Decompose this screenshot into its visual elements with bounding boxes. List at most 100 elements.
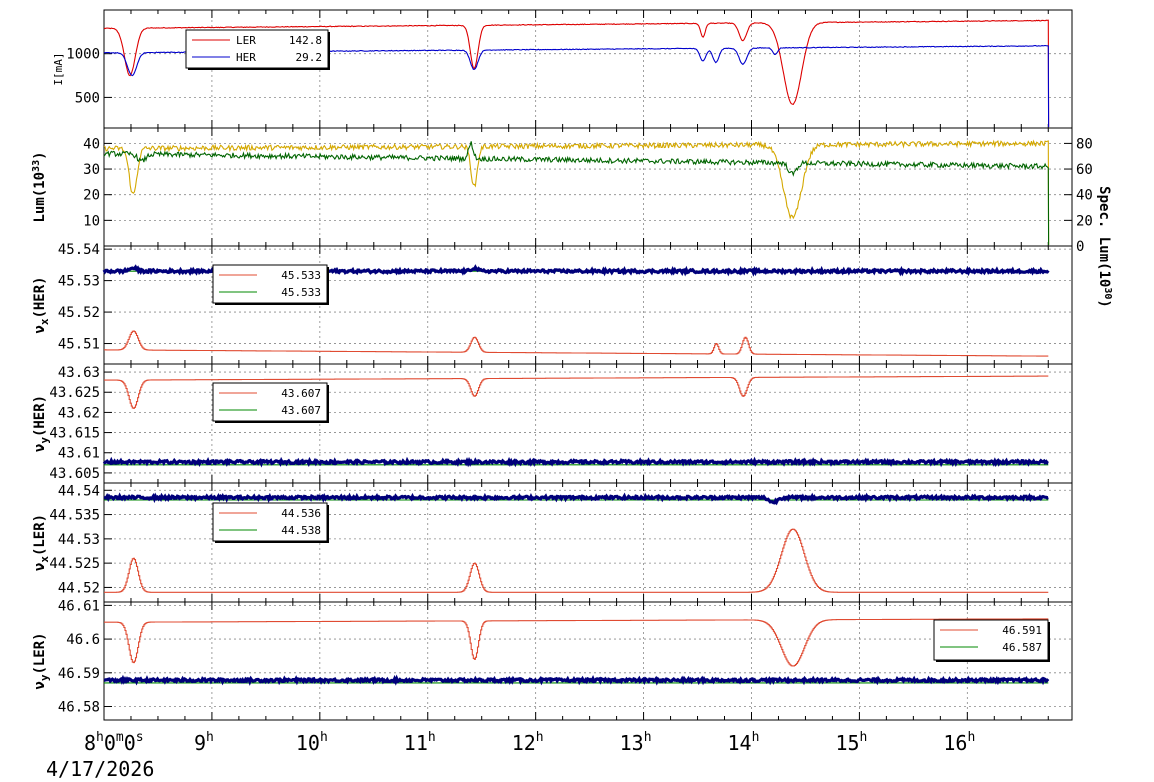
y-tick-label: 1000 <box>66 47 100 63</box>
y-tick-label: 45.54 <box>58 242 100 258</box>
x-tick-label: 13h <box>620 730 652 755</box>
x-tick-h: h <box>860 730 868 745</box>
right-tick-label: 0 <box>1076 239 1084 255</box>
x-tick-h: h <box>320 730 328 745</box>
y-axis-label-main: I[mA] <box>52 52 65 85</box>
y-tick-label: 43.61 <box>58 446 100 462</box>
start-hour: 8 <box>84 731 96 755</box>
legend-value: 142.8 <box>289 34 322 47</box>
series-line <box>103 19 1050 128</box>
legend-box <box>212 502 328 542</box>
x-tick-label: 11h <box>404 730 436 755</box>
start-s: s <box>136 730 144 745</box>
series-line <box>103 492 1049 506</box>
y-tick-label: 46.61 <box>58 598 100 614</box>
panel-nux_ler: 44.52 44.525 44.53 44.535 44.54 νx(LER) 44.536… <box>32 482 1073 603</box>
y-axis-label-main: ν <box>32 563 48 571</box>
y-axis-label-tail: (LER) <box>32 632 48 674</box>
y-tick-label: 43.605 <box>49 466 100 482</box>
x-date-label: 4/17/2026 <box>46 757 154 781</box>
y-axis-label: Lum(1033) <box>31 151 48 222</box>
y-axis-label-main: ν <box>32 444 48 452</box>
x-tick-h: h <box>428 730 436 745</box>
right-tick-label: 20 <box>1076 213 1093 229</box>
y-tick-label: 46.6 <box>66 632 100 648</box>
legend-label: HER <box>236 51 256 64</box>
y-axis-label-tail: (HER) <box>32 395 48 437</box>
series-line <box>103 674 1050 686</box>
x-tick-label: 15h <box>835 730 867 755</box>
legend-value: 46.587 <box>1002 641 1042 654</box>
start-sec: 0 <box>124 731 136 755</box>
x-tick-h: h <box>536 730 544 745</box>
x-tick-hour: 9 <box>194 731 206 755</box>
x-tick-label: 10h <box>296 730 328 755</box>
y-tick-label: 46.58 <box>58 700 100 716</box>
legend-box <box>185 29 329 69</box>
y-axis-label-sub: y <box>38 674 51 681</box>
right-axis-label: Spec. Lum(1030) <box>1096 186 1113 308</box>
y-axis-label-sub: x <box>38 318 51 325</box>
y-tick-label: 20 <box>83 188 100 204</box>
series-line <box>104 330 1049 357</box>
x-tick-hour: 10 <box>296 731 320 755</box>
x-tick-hour: 16 <box>943 731 967 755</box>
y-axis-label-sub: y <box>38 437 51 444</box>
y-tick-label: 45.51 <box>58 337 100 353</box>
x-tick-label: 16h <box>943 730 975 755</box>
series-line <box>104 375 1049 409</box>
panel-nuy_ler: 46.58 46.59 46.6 46.61 νy(LER) 46.591 46.587 <box>32 598 1073 721</box>
legend-value: 29.2 <box>296 51 323 64</box>
legend-value: 43.607 <box>281 387 321 400</box>
right-axis-label-main: Spec. Lum(10 <box>1096 186 1112 287</box>
start-m: m <box>116 730 124 745</box>
legend-value: 44.536 <box>281 507 321 520</box>
y-axis-label-main: ν <box>32 681 48 689</box>
y-tick-label: 44.535 <box>49 508 100 524</box>
y-tick-label: 44.52 <box>58 580 100 596</box>
legend-box <box>933 619 1049 661</box>
y-axis-label-tail: (HER) <box>32 276 48 318</box>
y-axis-label-main: ν <box>32 325 48 333</box>
legend-value: 45.533 <box>281 286 321 299</box>
start-min: 0 <box>104 731 116 755</box>
y-axis-label: νx(HER) <box>32 276 51 333</box>
y-axis-label: νy(LER) <box>32 632 51 689</box>
legend-value: 45.533 <box>281 269 321 282</box>
y-axis-label: I[mA] <box>52 52 65 85</box>
y-axis-label-main: Lum(10 <box>32 172 48 223</box>
series-line <box>104 618 1049 667</box>
legend-value: 44.538 <box>281 524 321 537</box>
y-tick-label: 45.52 <box>58 305 100 321</box>
series-line <box>104 528 1049 593</box>
y-tick-label: 43.62 <box>58 405 100 421</box>
x-tick-h: h <box>644 730 652 745</box>
y-tick-label: 43.625 <box>49 385 100 401</box>
y-axis-label: νx(LER) <box>32 514 51 571</box>
x-tick-label: 12h <box>512 730 544 755</box>
right-tick-label: 60 <box>1076 162 1093 178</box>
y-tick-label: 44.525 <box>49 556 100 572</box>
x-tick-label: 9h <box>194 730 214 755</box>
start-h: h <box>96 730 104 745</box>
series-line <box>103 139 1050 246</box>
legend-label: LER <box>236 34 256 47</box>
y-axis-label-sup: 33 <box>31 160 42 172</box>
legend-box <box>212 382 328 422</box>
x-tick-hour: 13 <box>620 731 644 755</box>
x-tick-hour: 15 <box>835 731 859 755</box>
y-axis-label-tail: ) <box>32 151 48 159</box>
panel-nux_her: 45.51 45.52 45.53 45.54 νx(HER) 45.533 45.533 <box>32 242 1073 365</box>
y-axis-label: νy(HER) <box>32 395 51 452</box>
x-start-label: 8h0m0s <box>84 730 144 755</box>
x-tick-h: h <box>967 730 975 745</box>
right-tick-label: 80 <box>1076 136 1093 152</box>
panel-nuy_her: 43.605 43.61 43.615 43.62 43.625 43.63 νy(HER)… <box>32 363 1073 484</box>
y-tick-label: 45.53 <box>58 274 100 290</box>
y-tick-label: 44.53 <box>58 532 100 548</box>
y-tick-label: 46.59 <box>58 666 100 682</box>
x-tick-h: h <box>752 730 760 745</box>
right-tick-label: 40 <box>1076 188 1093 204</box>
